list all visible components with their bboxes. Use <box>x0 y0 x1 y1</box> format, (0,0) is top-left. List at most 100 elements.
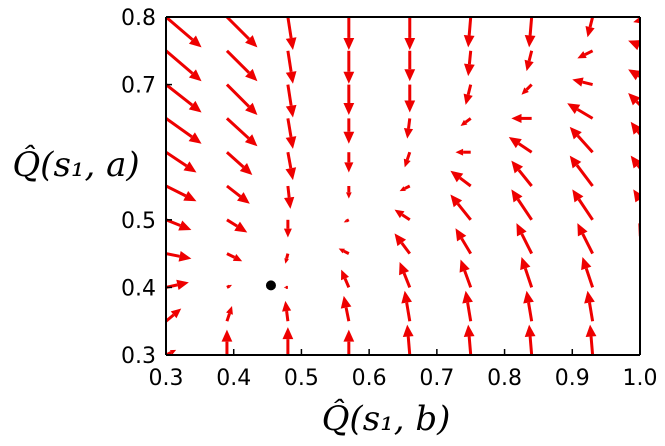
vector-arrow <box>455 228 472 255</box>
vector-arrow <box>584 290 595 322</box>
vector-arrow <box>628 69 640 81</box>
x-axis-ticks: 0.3 0.4 0.5 0.6 0.7 0.8 0.9 1.0 <box>149 349 658 391</box>
vector-arrow <box>166 218 192 231</box>
vector-arrow <box>585 324 597 355</box>
vector-arrow <box>285 118 297 149</box>
vector-arrow <box>343 218 350 223</box>
vector-arrow <box>166 184 197 202</box>
x-tick-label: 1.0 <box>623 366 658 391</box>
vector-arrow <box>581 256 595 288</box>
vector-arrow <box>577 223 594 255</box>
vector-arrow <box>459 259 473 288</box>
vector-arrow <box>166 279 189 291</box>
x-tick-label: 0.3 <box>149 366 184 391</box>
fixed-point-marker <box>265 280 276 291</box>
vector-arrow <box>585 17 595 38</box>
vector-arrow <box>523 290 534 322</box>
vector-arrow <box>463 50 475 77</box>
x-tick-label: 0.4 <box>216 366 251 391</box>
vector-arrow <box>516 223 533 255</box>
vector-arrow <box>399 262 412 288</box>
arrow-layer <box>166 17 658 355</box>
vector-arrow <box>282 327 294 355</box>
vector-arrow <box>283 219 292 238</box>
y-axis-label: Q̂(s₁, a) <box>12 144 139 185</box>
vector-arrow <box>642 257 653 287</box>
vector-arrow <box>450 194 472 221</box>
vector-arrow <box>463 324 475 355</box>
vector-arrow <box>630 121 640 137</box>
vector-arrow <box>226 252 243 262</box>
vector-arrow <box>462 290 473 322</box>
vector-arrow <box>225 117 258 147</box>
x-tick-label: 0.8 <box>487 366 522 391</box>
vector-arrow <box>166 83 202 113</box>
vector-arrow <box>569 155 594 187</box>
vector-arrow <box>520 256 534 288</box>
vector-arrow <box>225 49 258 82</box>
y-tick-label: 0.8 <box>121 6 156 31</box>
vector-arrow <box>404 50 416 82</box>
vector-arrow <box>450 170 472 188</box>
vector-arrow <box>521 83 533 95</box>
vector-arrow <box>633 189 640 203</box>
vector-arrow <box>511 113 532 123</box>
y-axis-ticks: 0.3 0.4 0.5 0.7 0.8 <box>121 6 172 369</box>
vector-arrow <box>569 126 594 154</box>
x-axis-label: Q̂(s₁, b) <box>322 398 451 439</box>
vector-arrow <box>282 300 292 322</box>
vector-arrow <box>403 118 414 139</box>
vector-arrow <box>463 84 473 105</box>
vector-arrow <box>577 49 594 59</box>
vector-arrow <box>221 329 233 355</box>
vector-arrow <box>344 152 354 173</box>
y-tick-label: 0.3 <box>121 344 156 369</box>
vector-arrow <box>285 84 297 118</box>
vector-arrow <box>225 305 233 322</box>
vector-arrow <box>402 324 414 355</box>
vector-arrow <box>225 151 253 176</box>
vector-arrow <box>524 50 534 72</box>
vector-arrow <box>394 233 411 255</box>
vector-arrow <box>630 155 640 171</box>
y-tick-label: 0.5 <box>121 209 156 234</box>
vector-arrow <box>455 148 471 156</box>
y-tick-label: 0.4 <box>121 276 156 301</box>
vector-arrow <box>285 50 297 84</box>
x-tick-label: 0.9 <box>555 366 590 391</box>
vector-arrow <box>338 248 350 255</box>
vector-arrow <box>399 184 411 192</box>
vector-arrow <box>572 77 593 87</box>
vector-arrow <box>343 118 355 144</box>
vector-arrow <box>226 184 250 204</box>
vector-arrow <box>166 251 192 262</box>
vector-arrow <box>647 325 658 355</box>
vector-arrow <box>285 17 297 50</box>
vector-arrow <box>511 189 533 221</box>
vector-arrow <box>404 84 416 113</box>
vector-arrow <box>343 50 355 84</box>
x-tick-label: 0.5 <box>284 366 319 391</box>
vector-arrow <box>463 17 475 48</box>
vector-arrow <box>403 151 412 168</box>
x-tick-label: 0.7 <box>419 366 454 391</box>
vector-arrow <box>166 117 202 144</box>
vector-arrow <box>341 269 351 288</box>
y-tick-label: 0.7 <box>121 74 156 99</box>
vector-arrow <box>524 324 536 355</box>
vector-arrow <box>283 285 288 289</box>
vector-arrow <box>343 17 355 50</box>
vector-arrow <box>524 17 536 48</box>
vector-arrow <box>284 185 295 209</box>
vector-arrow <box>572 189 594 221</box>
vector-arrow <box>343 329 355 355</box>
vector-arrow <box>511 160 533 187</box>
vector-arrow <box>508 136 533 154</box>
vector-arrow <box>404 17 416 50</box>
vector-arrow <box>401 290 412 322</box>
vector-arrow <box>166 308 182 323</box>
vector-arrow <box>460 117 472 127</box>
x-tick-label: 0.6 <box>352 366 387 391</box>
vector-arrow <box>166 17 202 48</box>
